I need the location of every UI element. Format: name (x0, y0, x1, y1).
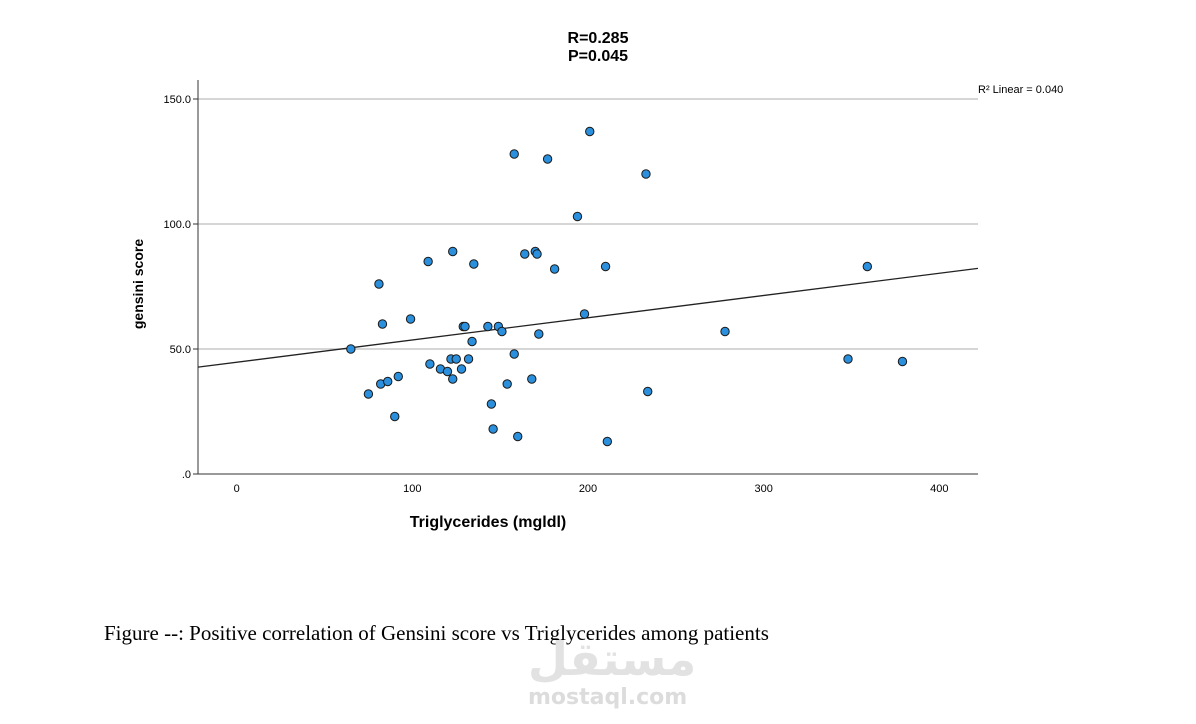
data-point-27 (497, 326, 507, 337)
data-point-49 (897, 356, 908, 367)
data-point-7 (393, 371, 403, 382)
data-point-44 (641, 169, 651, 179)
data-point-9 (423, 256, 433, 267)
data-point-39 (572, 211, 583, 222)
data-point-20 (463, 354, 474, 364)
data-point-30 (509, 349, 519, 359)
data-point-47 (843, 354, 853, 364)
fit-r2-label: R² Linear = 0.040 (978, 84, 1063, 96)
data-point-36 (534, 329, 544, 339)
data-point-42 (600, 261, 611, 272)
data-point-48 (862, 261, 873, 272)
data-point-14 (448, 246, 458, 257)
linear-fit-line (197, 267, 979, 368)
data-point-32 (520, 249, 530, 259)
y-tick-label-3: 150.0 (163, 94, 191, 106)
data-point-46 (720, 326, 730, 337)
data-point-0 (346, 344, 356, 354)
x-tick-label-2: 200 (579, 483, 597, 495)
data-point-17 (456, 364, 467, 374)
y-tick-label-2: 100.0 (163, 219, 191, 231)
data-point-8 (405, 314, 416, 324)
data-point-35 (532, 249, 542, 259)
x-tick-label-3: 300 (754, 483, 772, 495)
chart-title-p: P=0.045 (567, 48, 629, 65)
data-point-15 (448, 374, 458, 384)
data-point-37 (542, 154, 553, 164)
data-point-19 (460, 321, 470, 332)
data-point-40 (579, 309, 590, 319)
data-point-5 (383, 376, 393, 387)
x-tick-label-1: 100 (403, 483, 421, 495)
y-axis-label: gensini score (130, 239, 146, 329)
chart-title-r: R=0.285 (567, 30, 629, 47)
data-point-45 (643, 386, 653, 397)
data-point-29 (509, 149, 519, 159)
data-point-4 (377, 319, 388, 329)
data-point-10 (425, 359, 435, 369)
data-point-25 (488, 424, 498, 434)
x-tick-label-0: 0 (234, 483, 240, 495)
y-tick-label-0: .0 (182, 469, 191, 481)
data-point-41 (585, 126, 595, 137)
data-point-23 (483, 321, 493, 332)
scatter-chart: .0 50.0 100.0 150.0 0 100 200 300 400 Triglycerid… (130, 80, 1063, 531)
watermark-logo: mostaql.com (528, 685, 688, 710)
data-point-24 (486, 399, 497, 409)
data-point-16 (451, 354, 461, 364)
data-point-28 (502, 379, 512, 389)
x-axis-label: Triglycerides (mgldl) (410, 514, 566, 531)
data-point-6 (390, 411, 400, 422)
data-point-33 (527, 374, 537, 384)
watermark-logo-arabic: مستقل (528, 632, 697, 686)
data-point-12 (442, 366, 453, 377)
x-tick-label-4: 400 (930, 483, 948, 495)
data-point-43 (602, 436, 613, 447)
data-point-31 (513, 431, 523, 442)
figure-caption: Figure --: Positive correlation of Gensi… (104, 621, 769, 645)
data-point-21 (467, 336, 477, 347)
data-point-2 (374, 279, 384, 289)
data-point-38 (549, 264, 560, 274)
y-tick-label-1: 50.0 (170, 344, 191, 356)
data-point-22 (469, 259, 479, 269)
data-point-1 (363, 389, 374, 399)
